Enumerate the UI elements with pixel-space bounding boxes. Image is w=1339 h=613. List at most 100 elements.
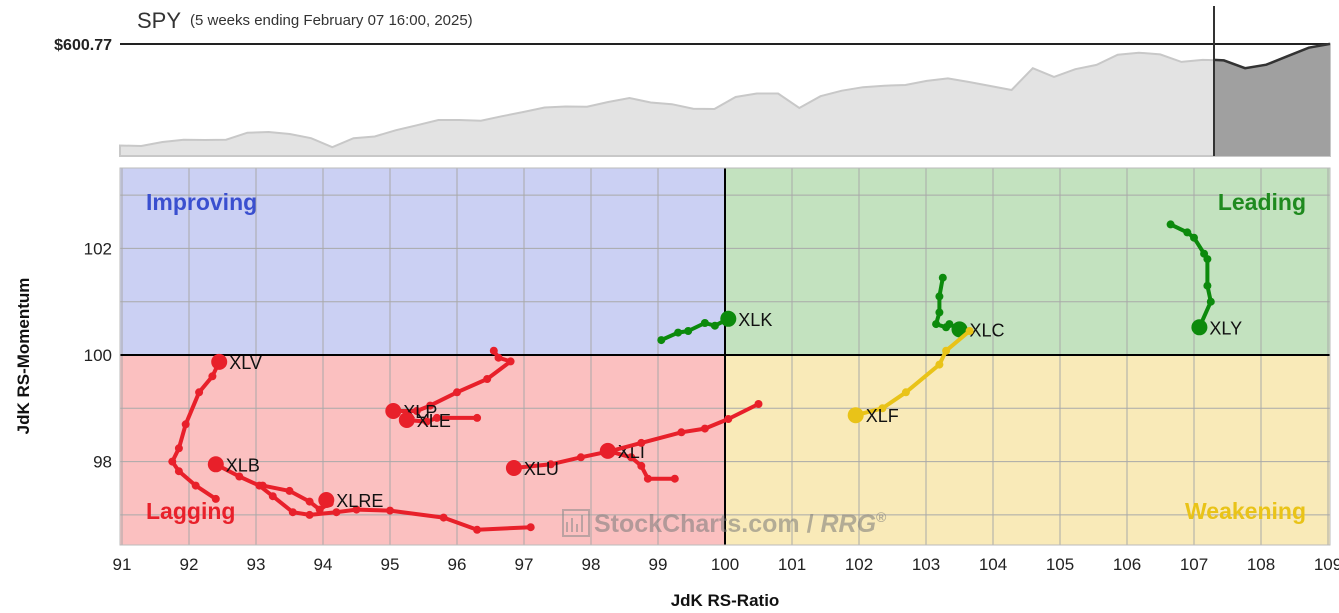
y-tick-label: 102 xyxy=(84,239,112,258)
tail-point xyxy=(412,407,421,415)
tail-point xyxy=(168,457,177,466)
tail-point xyxy=(677,428,686,437)
tail-point xyxy=(422,417,431,426)
x-tick-label: 100 xyxy=(711,555,739,574)
tail-point xyxy=(489,346,498,355)
tail-point xyxy=(439,513,448,522)
x-tick-label: 92 xyxy=(180,555,199,574)
head-point-xlu[interactable] xyxy=(505,460,522,476)
head-point-xlre[interactable] xyxy=(318,492,335,508)
watermark-brand: StockCharts.com xyxy=(594,510,800,538)
watermark-logo-bars xyxy=(566,515,583,532)
watermark-logo-icon xyxy=(562,509,590,537)
tail-point xyxy=(942,346,951,355)
tail-point xyxy=(483,375,492,383)
series-label-xlv: XLV xyxy=(229,353,262,373)
head-point-xle[interactable] xyxy=(398,412,415,428)
tail-point xyxy=(174,467,183,476)
series-xlb: XLB xyxy=(207,455,535,534)
x-tick-label: 101 xyxy=(778,555,806,574)
tail-point xyxy=(935,292,944,301)
tail-point xyxy=(754,400,763,408)
tail-point xyxy=(684,327,693,335)
series-label-xlc: XLC xyxy=(970,320,1005,340)
head-point-xlp[interactable] xyxy=(385,403,402,419)
x-tick-label: 97 xyxy=(515,555,534,574)
head-point-xlb[interactable] xyxy=(207,456,224,473)
tail-point xyxy=(526,523,535,532)
tail-point xyxy=(506,357,515,366)
tail-point xyxy=(268,492,277,501)
benchmark-subtitle: (5 weeks ending February 07 16:00, 2025) xyxy=(190,12,473,29)
benchmark-panel: SPY (5 weeks ending February 07 16:00, 2… xyxy=(54,6,1331,157)
x-axis-label: JdK RS-Ratio xyxy=(671,591,780,610)
tail-point xyxy=(935,360,944,369)
series-label-xlre: XLRE xyxy=(336,491,383,511)
y-tick-label: 100 xyxy=(84,346,112,365)
watermark-reg: ® xyxy=(876,509,887,525)
x-tick-label: 106 xyxy=(1113,555,1141,574)
series-label-xlb: XLB xyxy=(226,455,260,475)
tail-point xyxy=(235,472,244,481)
x-tick-label: 109 xyxy=(1314,555,1339,574)
x-tick-label: 96 xyxy=(448,555,467,574)
x-tick-label: 102 xyxy=(845,555,873,574)
tail-point xyxy=(724,415,733,423)
head-point-xlc[interactable] xyxy=(951,321,968,338)
tail-point xyxy=(332,508,341,517)
head-point-xlk[interactable] xyxy=(720,310,737,327)
series-xlf: XLF xyxy=(847,327,974,426)
series-label-xle: XLE xyxy=(417,411,451,431)
head-point-xlv[interactable] xyxy=(211,353,228,370)
tail-line-xlf xyxy=(853,329,972,418)
tail-point xyxy=(174,444,183,453)
series-xle: XLE xyxy=(398,411,482,431)
tail-point xyxy=(637,438,646,447)
y-tick-label: 98 xyxy=(93,453,112,472)
quadrant-weakening xyxy=(725,355,1330,545)
series-xlk: XLK xyxy=(657,310,772,345)
tail-point xyxy=(674,328,683,337)
tail-point xyxy=(1203,255,1212,264)
tail-point xyxy=(195,388,204,397)
tail-point xyxy=(1203,281,1212,290)
quadrants xyxy=(120,168,1330,545)
tail-point xyxy=(1206,297,1215,306)
tail-point xyxy=(211,494,220,503)
tail-point xyxy=(643,474,652,483)
tail-point xyxy=(938,273,947,282)
head-point-xlf[interactable] xyxy=(847,407,864,424)
tail-point xyxy=(1190,233,1198,242)
x-tick-label: 103 xyxy=(912,555,940,574)
quadrant-label-weakening: Weakening xyxy=(1185,498,1306,524)
tail-point xyxy=(191,481,200,490)
tail-point xyxy=(627,453,636,462)
x-tick-label: 98 xyxy=(582,555,601,574)
tail-point xyxy=(607,446,616,455)
quadrant-label-leading: Leading xyxy=(1218,189,1306,215)
quadrant-label-improving: Improving xyxy=(146,189,257,215)
tail-line-xle xyxy=(404,415,480,424)
tail-point xyxy=(315,505,324,514)
tail-point xyxy=(546,460,555,469)
tail-point xyxy=(305,497,314,506)
tail-point xyxy=(1183,228,1192,237)
tail-point xyxy=(670,474,679,483)
tail-point xyxy=(494,353,503,362)
tail-point xyxy=(700,319,709,327)
x-tick-label: 104 xyxy=(979,555,1007,574)
x-tick-label: 95 xyxy=(381,555,400,574)
tail-point xyxy=(901,388,910,397)
plot-border xyxy=(119,167,1331,546)
tail-point xyxy=(288,508,297,517)
watermark-text: StockCharts.com / RRG® xyxy=(594,509,887,538)
head-point-xly[interactable] xyxy=(1191,319,1208,336)
benchmark-symbol: SPY xyxy=(137,8,181,33)
series-xlv: XLV xyxy=(168,353,262,503)
watermark-slash: / xyxy=(800,510,821,538)
series-label-xlf: XLF xyxy=(866,406,899,426)
x-tick-label: 105 xyxy=(1046,555,1074,574)
series-label-xlu: XLU xyxy=(524,459,559,479)
tail-point xyxy=(432,413,441,422)
